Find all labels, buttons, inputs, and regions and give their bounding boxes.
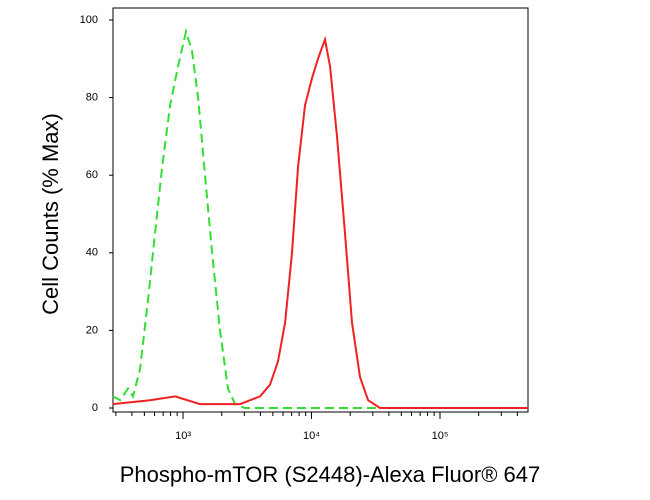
x-tick-label: 10⁵ <box>432 430 449 442</box>
plot-frame <box>112 7 529 413</box>
y-axis-label: Cell Counts (% Max) <box>38 113 63 315</box>
y-tick-label: 80 <box>86 92 98 104</box>
y-tick-label: 0 <box>92 402 98 414</box>
x-tick-label: 10⁴ <box>303 430 320 442</box>
x-tick-label: 10³ <box>175 430 191 442</box>
y-tick-label: 40 <box>86 247 98 259</box>
histogram-line <box>112 35 528 409</box>
y-tick-label: 60 <box>86 169 98 181</box>
y-tick-label: 20 <box>86 324 98 336</box>
x-axis-label: Phospho-mTOR (S2448)-Alexa Fluor® 647 <box>120 462 541 487</box>
histogram-line <box>112 27 528 409</box>
y-tick-label: 100 <box>80 14 98 26</box>
